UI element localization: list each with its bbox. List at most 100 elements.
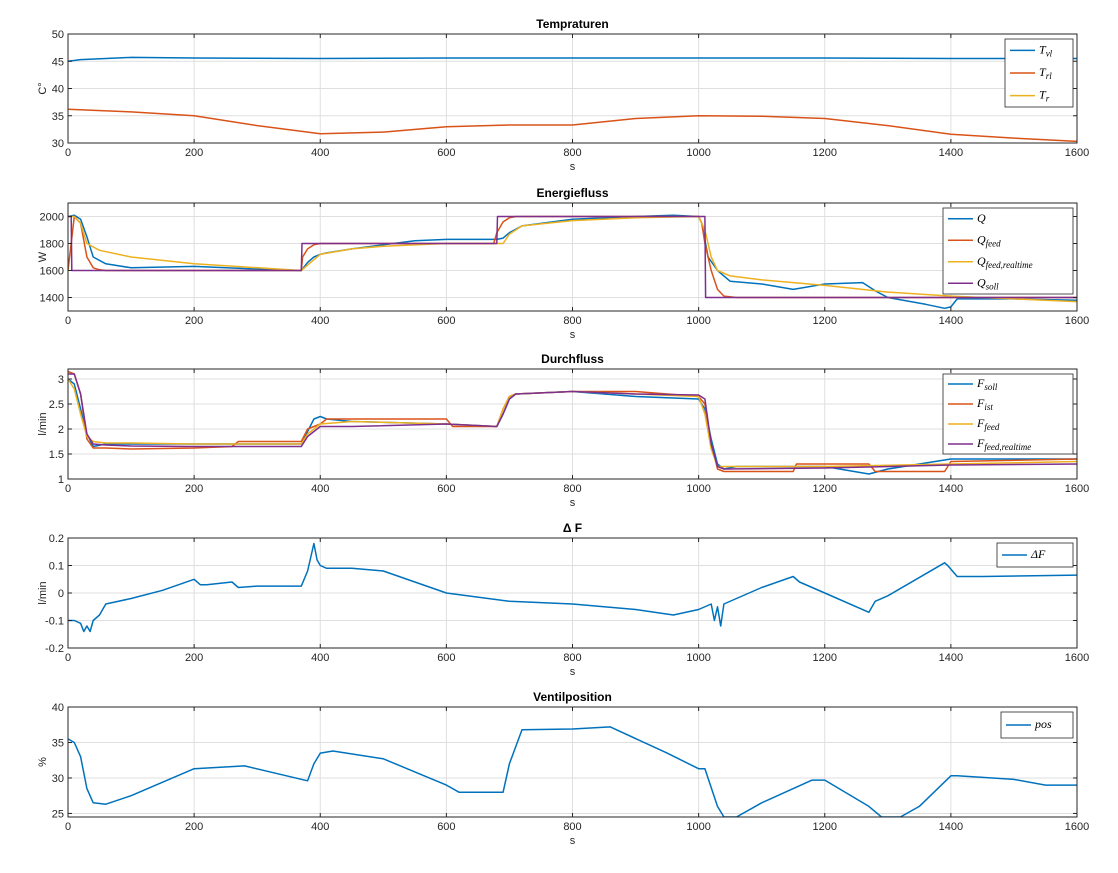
legend-label: pos xyxy=(1034,717,1052,731)
legend-label: Tvl xyxy=(1039,42,1053,58)
legend-label: Fsoll xyxy=(976,376,998,392)
x-tick-label: 1400 xyxy=(939,315,963,327)
x-tick-label: 800 xyxy=(563,483,581,495)
legend-label: Ffeed,realtime xyxy=(976,436,1031,452)
y-axis-label: l/min xyxy=(37,412,49,435)
legend-label: Q xyxy=(977,211,986,225)
x-tick-label: 1600 xyxy=(1065,147,1089,159)
energy-flow-plot: Energiefluss 0 200 400 600 800 1000 1200 1400 16… xyxy=(37,186,1089,341)
legend-label: Ffeed xyxy=(976,416,1000,432)
x-tick-label: 800 xyxy=(563,315,581,327)
series-line-t-rl xyxy=(68,108,1077,143)
plot-title: Ventilposition xyxy=(533,690,612,704)
x-tick-label: 1000 xyxy=(686,315,710,327)
x-tick-label: 1600 xyxy=(1065,483,1089,495)
legend-label: Trl xyxy=(1039,65,1052,81)
x-tick-label: 200 xyxy=(185,315,203,327)
y-tick-label: -0.2 xyxy=(45,643,64,655)
y-axis-label: % xyxy=(37,757,49,767)
legend-label: ΔF xyxy=(1030,547,1046,561)
legend-label: Qsoll xyxy=(977,275,999,291)
y-tick-label: 25 xyxy=(52,808,64,820)
x-tick-label: 600 xyxy=(437,483,455,495)
y-tick-label: 2000 xyxy=(40,212,64,224)
x-tick-label: 200 xyxy=(185,147,203,159)
x-tick-label: 1600 xyxy=(1065,315,1089,327)
y-tick-label: 0 xyxy=(58,588,64,600)
x-tick-label: 800 xyxy=(563,652,581,664)
y-axis-label: l/min xyxy=(37,581,49,604)
x-tick-label: 0 xyxy=(65,821,71,833)
x-tick-label: 400 xyxy=(311,821,329,833)
x-tick-label: 1000 xyxy=(686,147,710,159)
x-tick-label: 1400 xyxy=(939,821,963,833)
x-tick-label: 1400 xyxy=(939,483,963,495)
y-tick-label: 30 xyxy=(52,773,64,785)
legend: pos xyxy=(1000,711,1074,739)
y-tick-label: 30 xyxy=(52,138,64,150)
x-tick-label: 400 xyxy=(311,483,329,495)
x-tick-label: 0 xyxy=(65,315,71,327)
x-tick-label: 1400 xyxy=(939,147,963,159)
legend: Tvl Trl Tr xyxy=(1004,38,1074,108)
x-tick-label: 400 xyxy=(311,147,329,159)
legend: Fsoll Fist Ffeed Ffeed,realtime xyxy=(942,373,1074,455)
x-axis-label: s xyxy=(570,161,576,173)
x-tick-label: 1600 xyxy=(1065,652,1089,664)
legend-label: Qfeed,realtime xyxy=(977,254,1033,270)
x-tick-label: 1200 xyxy=(813,315,837,327)
y-axis-label: C° xyxy=(37,82,49,94)
x-axis-label: s xyxy=(570,666,576,678)
y-tick-label: 35 xyxy=(52,737,64,749)
series-line-f-feed-realtime xyxy=(68,373,1077,470)
x-tick-label: 1200 xyxy=(813,652,837,664)
legend-label: Fist xyxy=(976,396,993,412)
x-tick-label: 0 xyxy=(65,483,71,495)
series-line-q-feed-realtime xyxy=(68,215,1077,303)
series-line--f xyxy=(68,542,1077,633)
y-tick-label: 40 xyxy=(52,702,64,714)
legend: ΔF xyxy=(996,542,1074,568)
series-group xyxy=(68,56,1077,143)
plot-title: Energiefluss xyxy=(536,186,608,200)
x-tick-label: 600 xyxy=(437,147,455,159)
x-axis-label: s xyxy=(570,835,576,847)
x-tick-label: 1400 xyxy=(939,652,963,664)
y-tick-label: 1800 xyxy=(40,239,64,251)
x-tick-label: 800 xyxy=(563,147,581,159)
x-tick-label: 1200 xyxy=(813,483,837,495)
x-tick-label: 200 xyxy=(185,821,203,833)
legend-box xyxy=(942,373,1074,455)
y-axis-label: W xyxy=(37,251,49,262)
x-tick-label: 1000 xyxy=(686,821,710,833)
x-tick-label: 600 xyxy=(437,315,455,327)
x-tick-label: 0 xyxy=(65,652,71,664)
x-tick-label: 1200 xyxy=(813,147,837,159)
x-tick-label: 600 xyxy=(437,652,455,664)
plot-title: Durchfluss xyxy=(541,352,604,366)
temperature-plot: Tempraturen 0 200 400 600 800 1000 1200 1400 160… xyxy=(37,17,1089,173)
series-line-pos xyxy=(68,726,1077,817)
flow-rate-plot: Durchfluss 0 200 400 600 800 1000 1200 1400 1600… xyxy=(37,352,1089,509)
x-tick-label: 0 xyxy=(65,147,71,159)
series-group xyxy=(68,542,1077,633)
y-tick-label: -0.1 xyxy=(45,616,64,628)
series-group xyxy=(68,370,1077,475)
delta-flow-plot: Δ F 0 200 400 600 800 1000 1200 1400 1600 -0.2 -0.… xyxy=(37,521,1089,678)
x-tick-label: 200 xyxy=(185,652,203,664)
y-tick-label: 2 xyxy=(58,424,64,436)
plot-title: Δ F xyxy=(563,521,582,535)
y-tick-label: 45 xyxy=(52,56,64,68)
series-line-t-vl xyxy=(68,56,1077,63)
y-tick-label: 0.1 xyxy=(49,561,64,573)
legend: Q Qfeed Qfeed,realtime Qsoll xyxy=(942,207,1074,295)
x-axis-label: s xyxy=(570,497,576,509)
y-tick-label: 40 xyxy=(52,84,64,96)
y-tick-label: 0.2 xyxy=(49,533,64,545)
y-tick-label: 1.5 xyxy=(49,449,64,461)
x-tick-label: 200 xyxy=(185,483,203,495)
y-tick-label: 2.5 xyxy=(49,399,64,411)
x-tick-label: 1000 xyxy=(686,652,710,664)
legend-box xyxy=(942,207,1074,295)
